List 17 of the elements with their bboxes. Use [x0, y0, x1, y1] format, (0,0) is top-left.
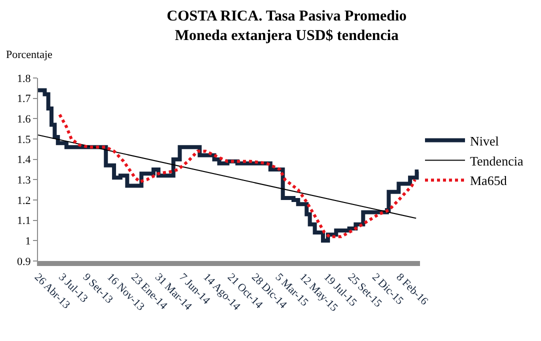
- y-tick-label: 0.9: [17, 256, 32, 268]
- y-tick-label: 1: [25, 236, 31, 248]
- y-tick-label: 1.2: [17, 194, 31, 207]
- y-tick-label: 1.7: [17, 93, 32, 106]
- legend-label: Nivel: [470, 133, 500, 148]
- y-tick-label: 1.8: [17, 72, 32, 85]
- y-tick-label: 1.4: [17, 154, 32, 166]
- chart-subtitle: Moneda extanjera USD$ tendencia: [174, 28, 400, 44]
- y-tick-label: 1.6: [17, 114, 32, 126]
- y-tick-label: 1.5: [17, 134, 32, 146]
- y-tick-label: 1.3: [17, 174, 32, 187]
- line-series: [58, 113, 417, 238]
- legend-label: Tendencia: [470, 153, 524, 168]
- legend-label: Ma65d: [470, 173, 508, 188]
- y-axis-title: Porcentaje: [6, 49, 53, 61]
- y-tick-label: 1.1: [17, 215, 31, 228]
- chart-title: COSTA RICA. Tasa Pasiva Promedio: [166, 8, 407, 24]
